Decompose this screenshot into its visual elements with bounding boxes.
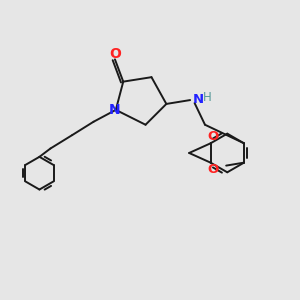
Text: N: N [193,93,204,106]
Text: H: H [202,92,211,104]
Text: O: O [109,47,121,61]
Text: O: O [207,163,218,176]
Text: O: O [207,130,218,143]
Text: N: N [109,103,120,117]
